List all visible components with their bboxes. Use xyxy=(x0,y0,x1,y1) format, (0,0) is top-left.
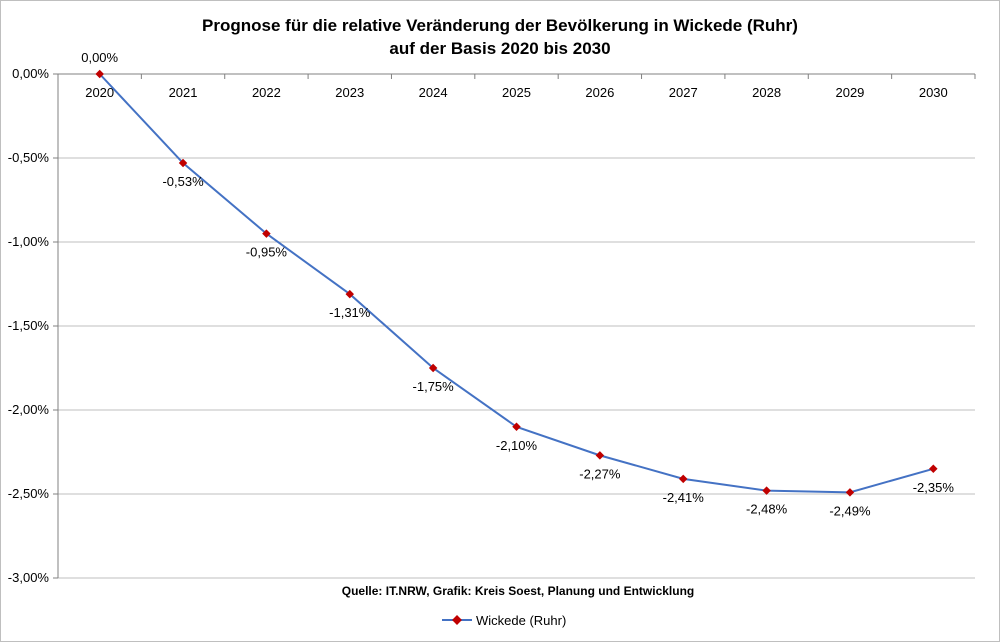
data-point xyxy=(929,464,938,474)
legend-marker-icon xyxy=(452,615,462,625)
data-point xyxy=(262,229,271,238)
chart-title-line-2: auf der Basis 2020 bis 2030 xyxy=(389,39,610,58)
y-tick-label: 0,00% xyxy=(12,66,49,81)
chart-title-line-1: Prognose für die relative Veränderung de… xyxy=(202,16,798,35)
data-point xyxy=(428,363,438,373)
y-tick-label: -1,00% xyxy=(8,234,50,249)
data-point xyxy=(845,488,855,497)
data-label: -0,53% xyxy=(162,174,204,189)
legend: Wickede (Ruhr) xyxy=(442,613,566,628)
data-label: -2,49% xyxy=(829,503,871,518)
x-tick-label: 2022 xyxy=(252,85,281,100)
x-axis: 2020 2021 2022 2023 2024 2025 2026 2027 2028 2029… xyxy=(57,73,976,100)
x-tick-label: 2030 xyxy=(919,85,948,100)
data-point xyxy=(178,158,188,168)
x-tick-label: 2020 xyxy=(85,85,114,100)
y-tick-label: -0,50% xyxy=(8,150,50,165)
gridlines xyxy=(58,157,975,579)
data-label: -2,27% xyxy=(579,466,621,481)
data-point xyxy=(762,486,771,495)
data-point xyxy=(95,69,104,79)
y-tick-label: -3,00% xyxy=(8,570,50,585)
x-tick-label: 2028 xyxy=(752,85,781,100)
data-point xyxy=(512,422,521,432)
data-label: -2,35% xyxy=(913,480,955,495)
y-axis: 0,00% -0,50% -1,00% -1,50% -2,00% -2,50% -3,00… xyxy=(8,66,59,585)
x-tick-label: 2021 xyxy=(169,85,198,100)
data-point xyxy=(678,474,688,484)
data-label: -0,95% xyxy=(246,245,288,260)
data-label: -2,41% xyxy=(663,490,705,505)
y-tick-label: -2,00% xyxy=(8,402,50,417)
source-note: Quelle: IT.NRW, Grafik: Kreis Soest, Pla… xyxy=(342,584,695,598)
legend-label: Wickede (Ruhr) xyxy=(476,613,566,628)
x-tick-label: 2023 xyxy=(335,85,364,100)
data-label: -2,10% xyxy=(496,438,538,453)
series-wickede xyxy=(95,69,938,497)
data-labels: 0,00% -0,53% -0,95% -1,31% -1,75% -2,10% -2,27… xyxy=(81,50,954,518)
x-tick-label: 2025 xyxy=(502,85,531,100)
data-point xyxy=(595,451,605,460)
data-label: -1,75% xyxy=(413,379,455,394)
x-tick-label: 2027 xyxy=(669,85,698,100)
data-label: -2,48% xyxy=(746,502,788,517)
y-tick-label: -1,50% xyxy=(8,318,50,333)
y-tick-label: -2,50% xyxy=(8,486,50,501)
data-point xyxy=(345,289,355,299)
data-label: -1,31% xyxy=(329,305,371,320)
data-label: 0,00% xyxy=(81,50,118,65)
x-tick-label: 2024 xyxy=(419,85,448,100)
x-tick-label: 2026 xyxy=(585,85,614,100)
x-tick-label: 2029 xyxy=(835,85,864,100)
